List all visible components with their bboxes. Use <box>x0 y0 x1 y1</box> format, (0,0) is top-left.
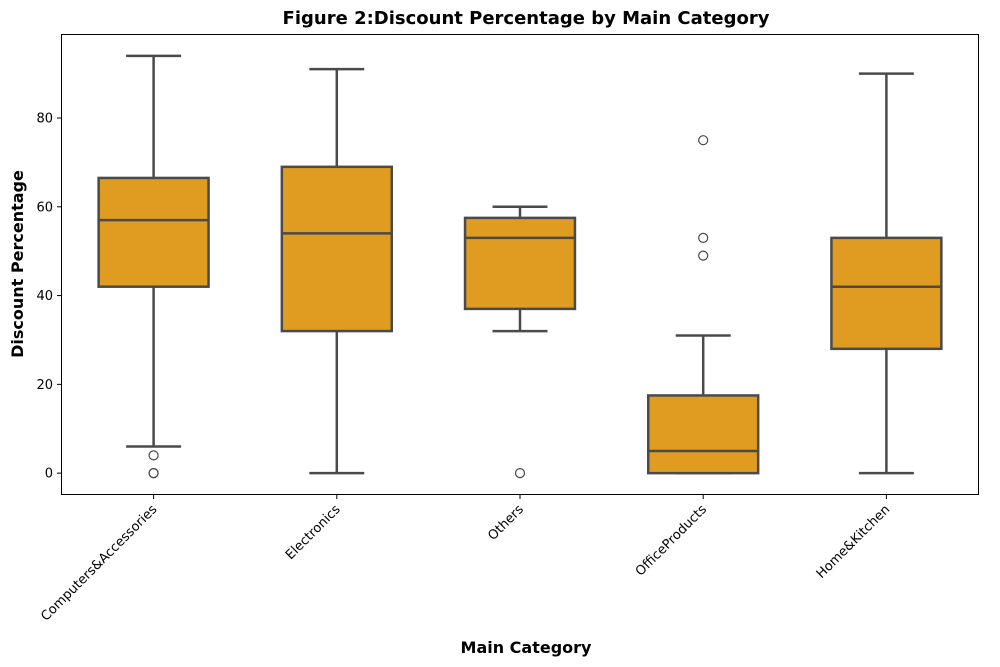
y-tick-label: 60 <box>36 200 53 215</box>
y-tick-label: 80 <box>36 112 53 127</box>
x-axis-label: Main Category <box>461 638 593 657</box>
chart-title: Figure 2:Discount Percentage by Main Cat… <box>283 8 770 29</box>
y-axis: 0 20 40 60 80 <box>36 112 62 482</box>
plot-area <box>97 54 943 479</box>
box-group <box>463 205 577 479</box>
y-tick-label: 40 <box>36 289 53 304</box>
iqr-box <box>830 236 943 351</box>
y-tick-label: 0 <box>45 467 53 482</box>
x-tick-label: OfficeProducts <box>633 502 710 579</box>
iqr-box <box>97 176 210 288</box>
outlier-point <box>698 232 709 243</box>
outlier-point <box>698 135 709 146</box>
outlier-point <box>514 468 526 479</box>
box-group <box>97 54 210 479</box>
y-tick-label: 20 <box>36 378 53 393</box>
box-group <box>830 72 943 475</box>
x-tick-label: Computers&Accessories <box>38 502 160 624</box>
iqr-box <box>280 165 394 333</box>
iqr-box <box>646 394 760 475</box>
x-tick-label: Others <box>485 502 527 544</box>
outlier-point <box>148 450 159 461</box>
box-group <box>280 67 394 475</box>
x-tick-label: Home&Kitchen <box>814 502 893 581</box>
outlier-point <box>698 250 709 261</box>
x-tick-label: Electronics <box>283 502 344 563</box>
y-axis-label: Discount Percentage <box>8 170 27 358</box>
box-group <box>646 135 760 475</box>
x-axis: Computers&Accessories Electronics Others Of… <box>38 494 893 624</box>
iqr-box <box>463 216 577 311</box>
outlier-point <box>148 468 159 479</box>
